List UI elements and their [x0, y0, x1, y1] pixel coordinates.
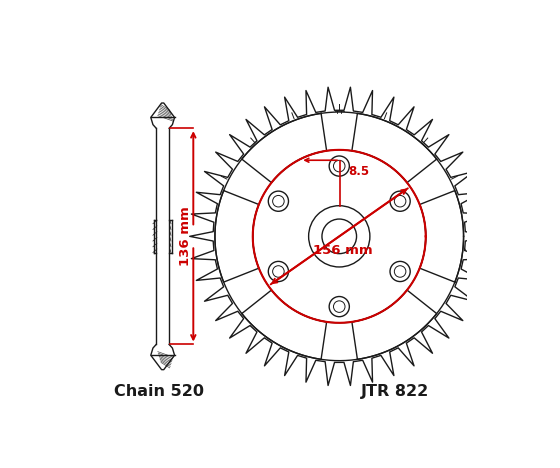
- Text: Chain 520: Chain 520: [114, 384, 204, 399]
- Text: 8.5: 8.5: [348, 165, 370, 178]
- Text: 136 mm: 136 mm: [179, 206, 192, 266]
- Text: JTR 822: JTR 822: [361, 384, 429, 399]
- Text: 156 mm: 156 mm: [313, 244, 372, 257]
